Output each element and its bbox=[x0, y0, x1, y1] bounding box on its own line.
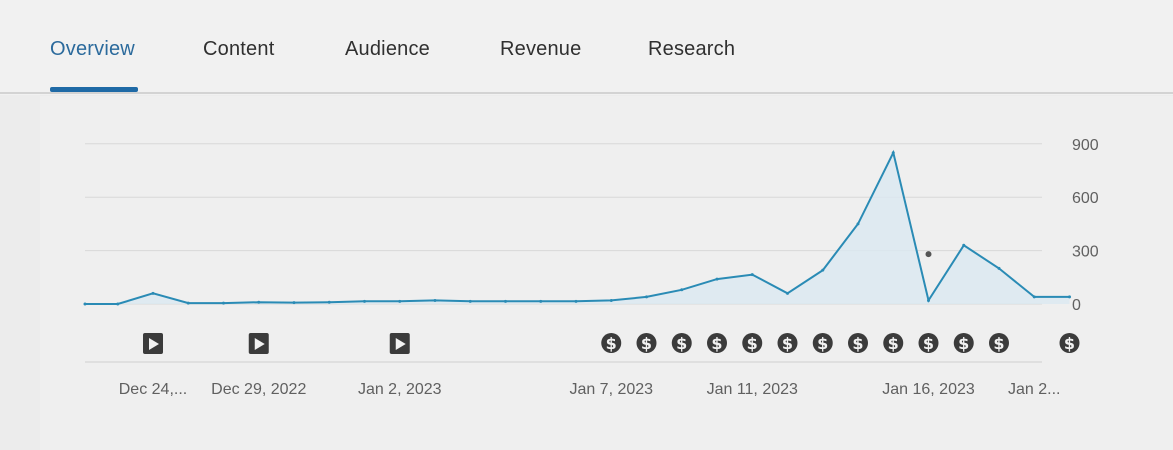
data-point[interactable] bbox=[468, 299, 472, 303]
data-point[interactable] bbox=[1032, 295, 1036, 299]
data-point[interactable] bbox=[363, 299, 366, 303]
revenue-marker-icon[interactable]: $ bbox=[777, 333, 798, 353]
svg-text:$: $ bbox=[993, 334, 1004, 353]
x-tick-label: Jan 16, 2023 bbox=[882, 381, 975, 398]
data-point[interactable] bbox=[504, 299, 507, 303]
data-point[interactable] bbox=[997, 266, 1001, 270]
x-tick-label: Dec 24,... bbox=[119, 381, 187, 398]
data-point[interactable] bbox=[786, 291, 789, 295]
svg-text:$: $ bbox=[747, 334, 758, 353]
data-point[interactable] bbox=[821, 268, 825, 272]
marker-row: $ $ $ $ $ $ $ $ $ $ $ $ $ bbox=[143, 333, 1080, 354]
data-point[interactable] bbox=[222, 301, 225, 305]
data-point[interactable] bbox=[257, 300, 261, 304]
video-marker-icon[interactable] bbox=[248, 333, 269, 354]
revenue-marker-icon[interactable]: $ bbox=[742, 333, 763, 353]
svg-text:$: $ bbox=[958, 334, 969, 353]
data-point[interactable] bbox=[151, 291, 155, 295]
tab-revenue[interactable]: Revenue bbox=[500, 38, 582, 60]
y-axis: 0 300 600 900 bbox=[1072, 137, 1099, 314]
tab-bar: Overview Content Audience Revenue Resear… bbox=[0, 0, 1173, 95]
data-point[interactable] bbox=[574, 299, 578, 303]
data-point[interactable] bbox=[645, 295, 648, 299]
svg-text:$: $ bbox=[782, 334, 793, 353]
svg-text:$: $ bbox=[641, 334, 652, 353]
data-point[interactable] bbox=[398, 299, 402, 303]
revenue-marker-icon[interactable]: $ bbox=[918, 333, 939, 353]
data-point[interactable] bbox=[433, 298, 437, 302]
data-point[interactable] bbox=[609, 298, 613, 302]
data-point[interactable] bbox=[292, 301, 296, 305]
revenue-marker-icon[interactable]: $ bbox=[636, 333, 657, 353]
data-point[interactable] bbox=[1068, 295, 1071, 299]
revenue-marker-icon[interactable]: $ bbox=[1059, 333, 1080, 353]
svg-text:$: $ bbox=[817, 334, 828, 353]
x-tick-label: Dec 29, 2022 bbox=[211, 381, 306, 398]
data-point[interactable] bbox=[539, 299, 543, 303]
data-point[interactable] bbox=[83, 302, 87, 306]
data-point[interactable] bbox=[186, 301, 190, 305]
x-tick-label: Jan 11, 2023 bbox=[707, 381, 798, 398]
revenue-marker-icon[interactable]: $ bbox=[671, 333, 692, 353]
svg-text:$: $ bbox=[923, 334, 934, 353]
data-point[interactable] bbox=[856, 222, 860, 226]
revenue-marker-icon[interactable]: $ bbox=[989, 333, 1009, 353]
annotation-dot bbox=[925, 251, 932, 258]
chart-annotations bbox=[83, 151, 1071, 306]
x-tick-label: Jan 2... bbox=[1008, 381, 1060, 398]
y-tick-label: 600 bbox=[1072, 190, 1099, 207]
tab-overview[interactable]: Overview bbox=[50, 38, 135, 60]
video-marker-icon[interactable] bbox=[143, 333, 163, 354]
tabs-divider bbox=[0, 92, 1173, 94]
active-tab-indicator bbox=[50, 87, 138, 92]
revenue-marker-icon[interactable]: $ bbox=[707, 333, 727, 353]
tab-content[interactable]: Content bbox=[203, 38, 275, 60]
x-tick-label: Jan 7, 2023 bbox=[569, 381, 653, 398]
data-point[interactable] bbox=[116, 302, 120, 306]
svg-text:$: $ bbox=[888, 334, 899, 353]
revenue-marker-icon[interactable]: $ bbox=[953, 333, 974, 353]
data-point[interactable] bbox=[927, 298, 930, 302]
revenue-marker-icon[interactable]: $ bbox=[812, 333, 833, 353]
data-point[interactable] bbox=[750, 273, 754, 277]
tab-research[interactable]: Research bbox=[648, 38, 736, 60]
svg-text:$: $ bbox=[711, 334, 722, 353]
data-point[interactable] bbox=[327, 300, 331, 304]
svg-text:$: $ bbox=[606, 334, 617, 353]
tab-audience[interactable]: Audience bbox=[345, 38, 430, 60]
svg-text:$: $ bbox=[676, 334, 687, 353]
data-point[interactable] bbox=[962, 243, 966, 247]
y-tick-label: 300 bbox=[1072, 244, 1099, 261]
svg-text:$: $ bbox=[1064, 334, 1075, 353]
revenue-marker-icon[interactable]: $ bbox=[848, 333, 868, 353]
video-marker-icon[interactable] bbox=[389, 333, 410, 354]
y-tick-label: 900 bbox=[1072, 137, 1099, 154]
data-point[interactable] bbox=[891, 151, 895, 155]
revenue-marker-icon[interactable]: $ bbox=[883, 333, 904, 353]
chart-area-fill bbox=[85, 152, 1070, 304]
svg-text:$: $ bbox=[852, 334, 863, 353]
x-tick-label: Jan 2, 2023 bbox=[358, 381, 442, 398]
revenue-marker-icon[interactable]: $ bbox=[601, 333, 622, 353]
y-tick-label: 0 bbox=[1072, 297, 1081, 314]
data-point[interactable] bbox=[680, 288, 684, 292]
data-point[interactable] bbox=[715, 277, 719, 281]
x-axis: Dec 24,... Dec 29, 2022 Jan 2, 2023 Jan 7, … bbox=[119, 381, 1061, 398]
